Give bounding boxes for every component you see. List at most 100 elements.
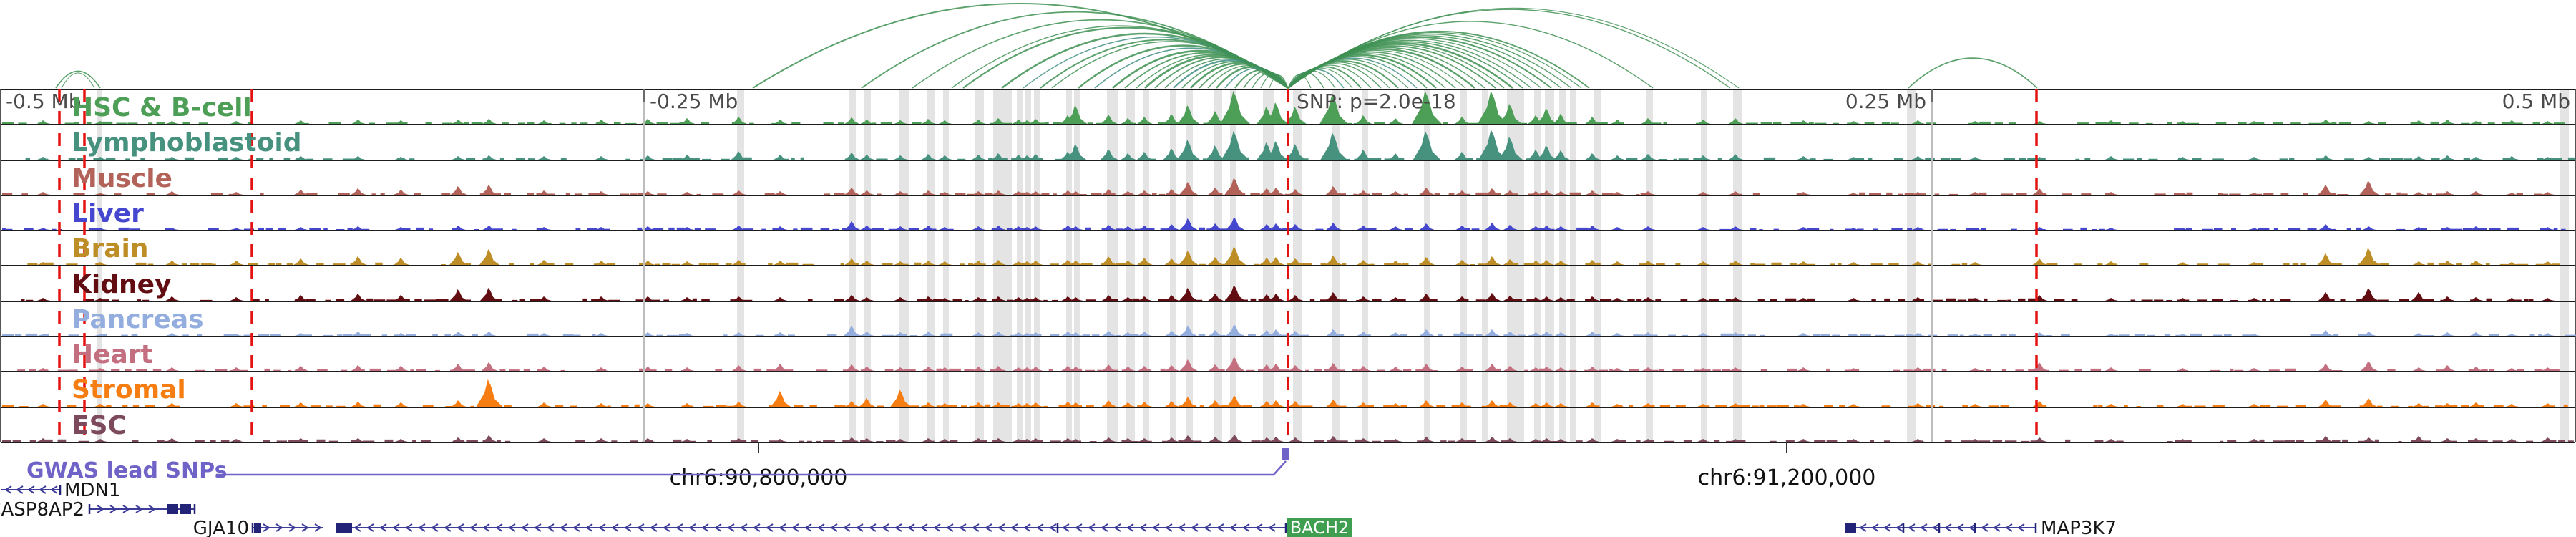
strand-arrow (869, 523, 877, 532)
strand-arrow (907, 523, 915, 532)
strand-arrow (1101, 523, 1108, 532)
signal-path (2, 91, 2565, 125)
strand-arrow (572, 523, 580, 532)
strand-arrow (598, 523, 606, 532)
track-row-esc[interactable] (1, 408, 2575, 443)
track-row-stromal[interactable] (1, 372, 2575, 408)
exon-block (1845, 523, 1856, 533)
strand-arrow (1883, 523, 1891, 532)
strand-arrow (959, 523, 967, 532)
interaction-arc[interactable] (55, 70, 101, 89)
strand-arrow (856, 523, 864, 532)
track-row-kidney[interactable] (1, 267, 2575, 302)
exon-block (167, 504, 178, 514)
gene-casp8ap2[interactable]: CASP8AP2 (0, 499, 196, 521)
strand-arrow (392, 523, 400, 532)
gene-label: CASP8AP2 (0, 499, 84, 521)
gene-label: MAP3K7 (2041, 518, 2117, 537)
strand-arrow (1204, 523, 1211, 532)
signal-pancreas (2, 324, 2576, 337)
strand-arrow (263, 523, 270, 532)
track-row-pancreas[interactable] (1, 302, 2576, 338)
signal-path (2, 177, 2555, 195)
strand-arrow (1152, 523, 1160, 532)
strand-arrow (1178, 523, 1186, 532)
strand-arrow (275, 523, 283, 532)
strand-arrow (2017, 523, 2025, 532)
strand-arrow (482, 523, 490, 532)
track-row-brain[interactable] (1, 231, 2575, 267)
strand-arrow (534, 523, 542, 532)
interaction-arc[interactable] (1269, 74, 1289, 89)
interaction-arc[interactable] (1260, 73, 1289, 89)
signal-path (25, 129, 2576, 160)
exon-block (336, 523, 352, 533)
signal-heart (17, 357, 2560, 372)
strand-arrow (39, 485, 47, 494)
interaction-arc[interactable] (61, 72, 95, 89)
strand-arrow (1023, 523, 1031, 532)
signal-muscle (2, 177, 2555, 195)
strand-arrow (637, 523, 645, 532)
strand-arrow (405, 523, 413, 532)
strand-arrow (4, 485, 12, 494)
exon-block (180, 504, 191, 514)
coordinate-label: chr6:90,800,000 (670, 465, 848, 490)
signal-path (2, 379, 2568, 407)
gene-mdn1[interactable]: MDN1 (1, 480, 120, 501)
strand-arrow (611, 523, 619, 532)
strand-arrow (27, 485, 35, 494)
strand-arrow (495, 523, 503, 532)
strand-arrow (122, 505, 130, 513)
signal-path (17, 357, 2560, 372)
signal-lymphoblastoid (25, 129, 2576, 160)
interaction-arc[interactable] (1252, 72, 1289, 89)
strand-arrow (650, 523, 658, 532)
strand-arrow (740, 523, 748, 532)
gene-gja10[interactable]: GJA10 (193, 518, 323, 537)
strand-arrow (1165, 523, 1173, 532)
signal-esc (2, 434, 2574, 442)
strand-arrow (663, 523, 670, 532)
track-row-lymphoblastoid[interactable] (1, 125, 2576, 161)
strand-arrow (1268, 523, 1276, 532)
exon-block (254, 523, 261, 533)
gene-label: MDN1 (64, 480, 120, 501)
strand-arrow (1920, 523, 1928, 532)
strand-arrow (997, 523, 1005, 532)
strand-arrow (1993, 523, 2001, 532)
strand-arrow (1036, 523, 1044, 532)
interaction-arc[interactable] (1287, 7, 1740, 89)
strand-arrow (366, 523, 374, 532)
track-row-liver[interactable] (1, 196, 2575, 232)
signal-brain (27, 246, 2560, 266)
strand-arrow (701, 523, 709, 532)
interaction-arc[interactable] (1908, 57, 2038, 89)
strand-arrow (791, 523, 799, 532)
strand-arrow (521, 523, 529, 532)
gene-bach2[interactable]: BACH2 (336, 518, 1352, 537)
strand-arrow (314, 523, 322, 532)
strand-arrow (779, 523, 786, 532)
track-row-heart[interactable] (1, 337, 2575, 373)
strand-arrow (379, 523, 387, 532)
strand-arrow (1908, 523, 1916, 532)
strand-arrow (766, 523, 774, 532)
signal-path (21, 284, 2555, 301)
strand-arrow (288, 523, 296, 532)
gene-map3k7[interactable]: MAP3K7 (1845, 518, 2117, 537)
track-row-muscle[interactable] (1, 161, 2575, 196)
strand-arrow (894, 523, 902, 532)
gene-label: GJA10 (193, 518, 249, 537)
track-row-hsc-b-cell[interactable] (1, 90, 2575, 126)
interaction-arcs-canvas[interactable] (0, 0, 2576, 89)
strand-arrow (830, 523, 838, 532)
strand-arrow (1191, 523, 1199, 532)
strand-arrow (1944, 523, 1952, 532)
strand-arrow (585, 523, 593, 532)
signal-liver (2, 217, 2566, 231)
gwas-snp-marker[interactable] (1282, 448, 1289, 460)
strand-arrow (109, 505, 117, 513)
strand-arrow (920, 523, 928, 532)
